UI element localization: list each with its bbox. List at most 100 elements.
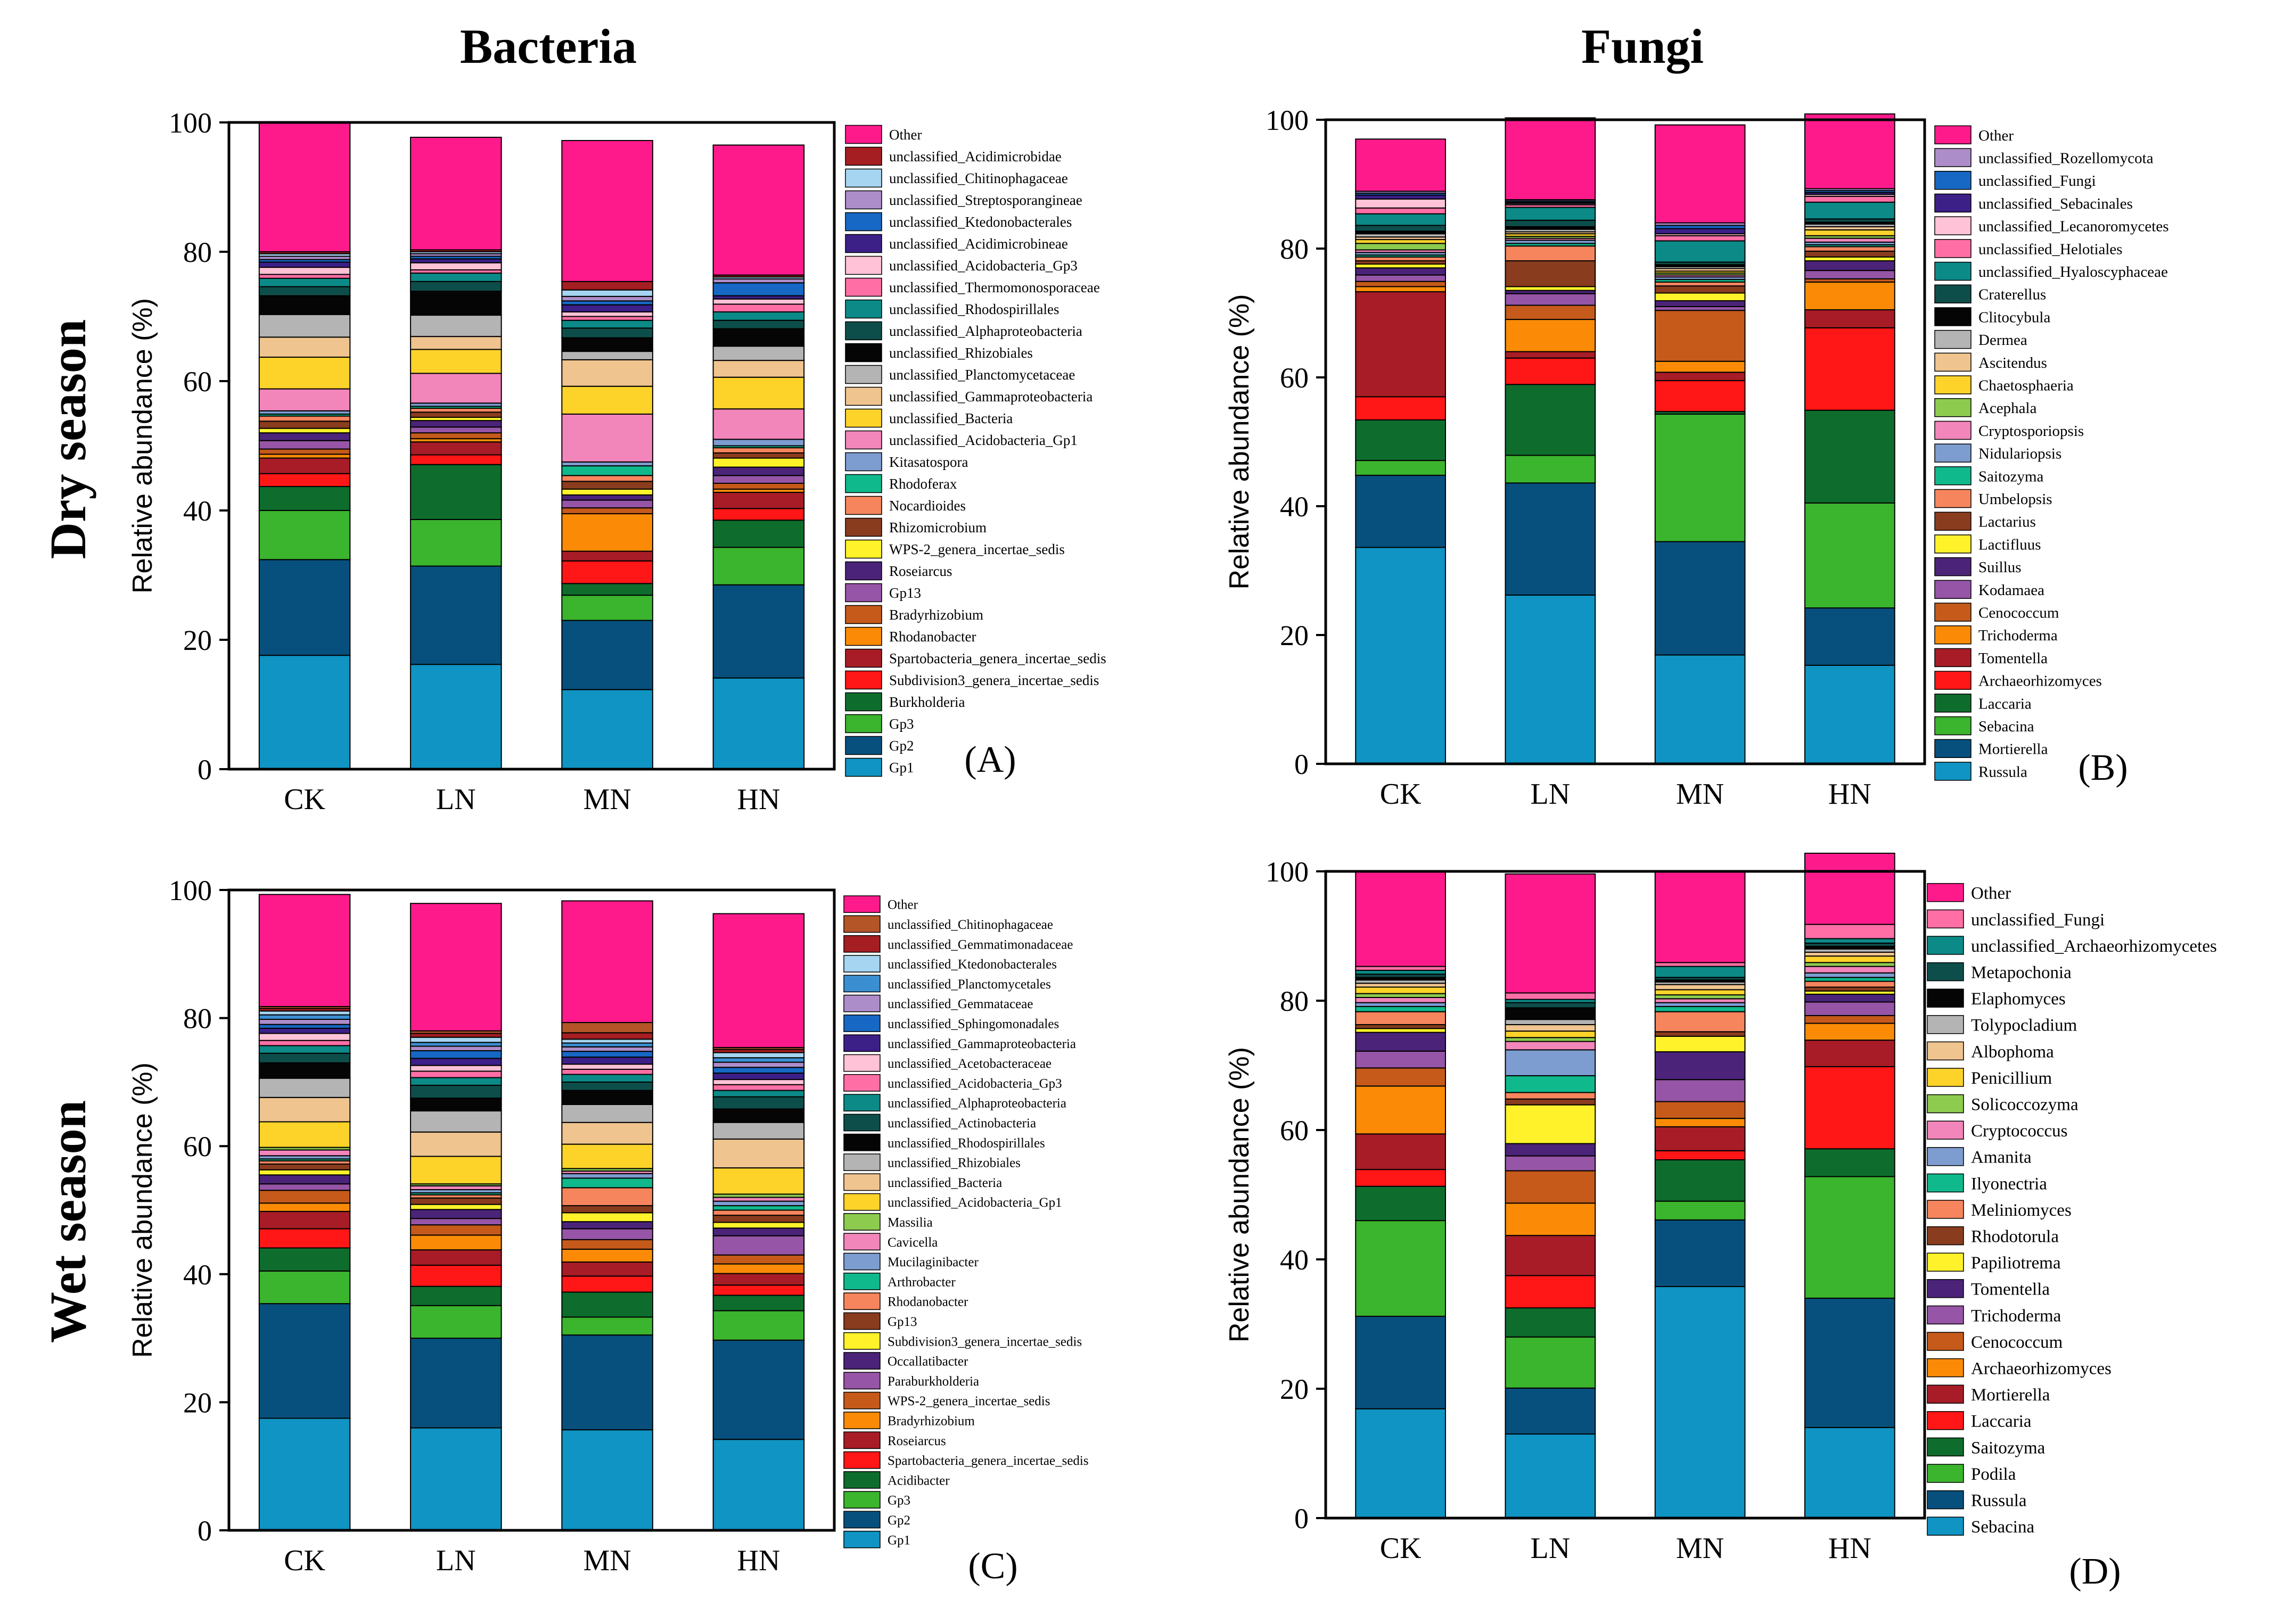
bar-segment-sebacina	[1505, 455, 1596, 484]
legend-swatch-unclassified-planctomycetaceae	[845, 365, 882, 384]
bar-segment-other	[1505, 117, 1596, 201]
bar-segment-acidibacter	[561, 1291, 653, 1318]
bar-segment-sebacina	[1804, 1427, 1895, 1519]
legend-swatch-acidibacter	[843, 1471, 881, 1489]
bar-segment-trichoderma	[1804, 1001, 1895, 1016]
y-tick-label: 100	[1266, 856, 1309, 888]
legend-swatch-other	[1927, 883, 1964, 902]
y-tick-label: 100	[169, 875, 212, 906]
legend-swatch-elaphomyces	[1927, 988, 1964, 1008]
y-tick-label: 0	[198, 754, 212, 786]
y-tick-label: 0	[1294, 748, 1309, 780]
legend-label-unclassified-acidobacteria-gp1: unclassified_Acidobacteria_Gp1	[889, 432, 1078, 448]
bar-segment-other	[258, 894, 351, 1007]
legend-swatch-cenococcum	[1934, 603, 1971, 622]
legend-swatch-massilia	[843, 1213, 881, 1231]
bar-segment-trichoderma	[1654, 360, 1746, 373]
bar-segment-unclassified-acidobacteria-gp1	[561, 413, 653, 463]
legend-label-trichoderma: Trichoderma	[1978, 627, 2058, 644]
legend-label-unclassified-rhodospirillales: unclassified_Rhodospirillales	[889, 301, 1059, 317]
legend-label-archaeorhizomyces: Archaeorhizomyces	[1978, 673, 2102, 690]
bar-segment-gp3	[561, 1316, 653, 1336]
bar-segment-unclassified-archaeorhizomycetes	[1804, 938, 1895, 944]
bar-segment-unclassified-rhizobiales	[561, 1104, 653, 1123]
bar-segment-gp13	[410, 1197, 502, 1205]
y-tick-label: 80	[1280, 985, 1309, 1017]
bar-segment-subdivision3-genera-incertae-sedis	[561, 560, 653, 584]
legend-swatch-mortierella	[1927, 1384, 1964, 1404]
bar-segment-other	[561, 140, 653, 282]
bar-segment-unclassified-sphingomonadales	[712, 1067, 805, 1074]
plot-frame	[1324, 118, 1926, 765]
bar-group-ck	[258, 894, 351, 1531]
legend-label-gp1: Gp1	[888, 1533, 910, 1547]
bar-segment-gp3	[258, 1270, 351, 1305]
legend-swatch-unclassified-acidobacteria-gp1	[845, 430, 882, 450]
bar-segment-metapochonia	[1505, 1002, 1596, 1009]
bar-segment-unclassified-acidobacteria-gp3	[258, 267, 351, 275]
bar-segment-unclassified-gemmatimonadaceae	[561, 1032, 653, 1040]
legend-label-unclassified-archaeorhizomycetes: unclassified_Archaeorhizomycetes	[1971, 937, 2217, 956]
bar-segment-solicoccozyma	[1654, 994, 1746, 1000]
bar-segment-unclassified-gemmatimonadaceae	[410, 1033, 502, 1038]
legend-swatch-unclassified-gemmatimonadaceae	[843, 935, 881, 953]
legend-swatch-unclassified-gammaproteobacteria	[843, 1034, 881, 1052]
bar-segment-unclassified-chitinophagaceae	[561, 1022, 653, 1034]
legend-label-unclassified-lecanoromycetes: unclassified_Lecanoromycetes	[1978, 218, 2169, 235]
bar-segment-cenococcum	[1654, 310, 1746, 362]
bar-segment-rhodotorula	[1355, 1024, 1446, 1029]
legend-swatch-unclassified-gemmataceae	[843, 994, 881, 1012]
legend-swatch-gp1	[845, 757, 882, 777]
bar-segment-unclassified-acidobacteria-gp1	[410, 373, 502, 404]
legend-label-kitasatospora: Kitasatospora	[889, 454, 968, 470]
bar-segment-russula	[1804, 1297, 1895, 1428]
bar-segment-amanita	[1355, 1002, 1446, 1007]
x-tick-label: MN	[1676, 778, 1724, 811]
legend-swatch-laccaria	[1927, 1411, 1964, 1430]
bar-segment-paraburkholderia	[410, 1218, 502, 1226]
legend-swatch-occallatibacter	[843, 1352, 881, 1370]
bar-segment-unclassified-acidobacteria-gp1	[258, 388, 351, 411]
legend-swatch-mortierella	[1934, 739, 1971, 758]
legend-swatch-unclassified-acidimicrobidae	[845, 146, 882, 166]
legend-label-laccaria: Laccaria	[1971, 1412, 2032, 1431]
bar-segment-cenococcum	[1355, 281, 1446, 287]
y-tick-label: 40	[1280, 491, 1309, 523]
bar-segment-rhodoferax	[561, 465, 653, 476]
bar-group-hn	[712, 913, 805, 1531]
legend-label-unclassified-chitinophagaceae: unclassified_Chitinophagaceae	[889, 170, 1068, 186]
bar-segment-cavicella	[712, 1197, 805, 1202]
bar-segment-unclassified-thermomonosporaceae	[712, 303, 805, 312]
bar-segment-unclassified-rhizobiales	[258, 295, 351, 315]
bar-segment-occallatibacter	[561, 1221, 653, 1230]
bar-segment-unclassified-acidobacteria-gp1	[561, 1143, 653, 1169]
legend-label-occallatibacter: Occallatibacter	[888, 1355, 968, 1369]
bar-segment-unclassified-acidobacteria-gp3	[410, 1070, 502, 1078]
legend-swatch-gp13	[843, 1312, 881, 1330]
legend-swatch-unclassified-alphaproteobacteria	[843, 1094, 881, 1112]
legend-label-craterellus: Craterellus	[1978, 286, 2046, 303]
bar-segment-trichoderma	[1505, 319, 1596, 352]
legend-label-unclassified-actinobacteria: unclassified_Actinobacteria	[888, 1116, 1036, 1131]
bar-segment-unclassified-acidimicrobidae	[561, 281, 653, 291]
bar-segment-cenococcum	[1804, 1015, 1895, 1024]
bar-segment-roseiarcus	[410, 420, 502, 428]
legend-label-unclassified-acidobacteria-gp3: unclassified_Acidobacteria_Gp3	[889, 258, 1078, 274]
bar-segment-archaeorhizomyces	[1804, 1023, 1895, 1041]
bar-segment-other	[1654, 871, 1746, 963]
legend-swatch-gp3	[843, 1491, 881, 1509]
bar-segment-acidibacter	[712, 1295, 805, 1312]
legend-label-russula: Russula	[1971, 1491, 2027, 1510]
legend-swatch-unclassified-lecanoromycetes	[1934, 216, 1971, 235]
y-tick-label: 100	[169, 107, 212, 139]
legend-swatch-papiliotrema	[1927, 1252, 1964, 1272]
legend-label-nidulariopsis: Nidulariopsis	[1978, 446, 2061, 463]
bar-segment-russula	[1654, 654, 1746, 765]
legend-label-tomentella: Tomentella	[1978, 650, 2048, 667]
legend-label-gp3: Gp3	[889, 716, 914, 732]
bar-segment-meliniomyces	[1804, 980, 1895, 988]
legend-label-unclassified-sphingomonadales: unclassified_Sphingomonadales	[888, 1017, 1059, 1031]
bar-segment-umbelopsis	[1505, 245, 1596, 261]
bar-segment-albophoma	[1654, 984, 1746, 991]
